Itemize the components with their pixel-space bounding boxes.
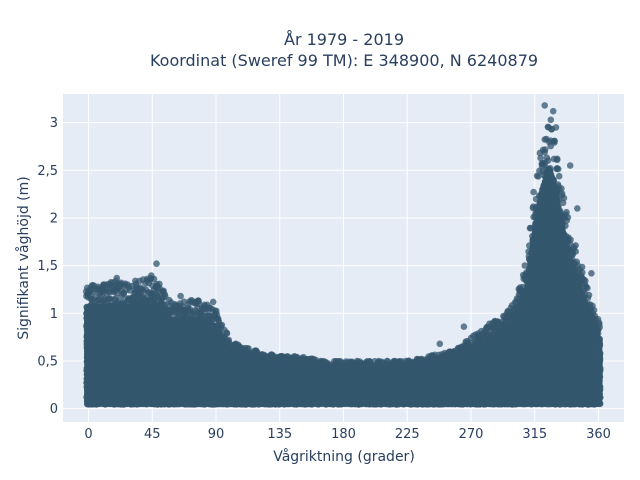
chart-title-line2: Koordinat (Sweref 99 TM): E 348900, N 62… (150, 51, 538, 70)
chart-title-line1: År 1979 - 2019 (284, 30, 404, 49)
data-points (82, 102, 604, 408)
